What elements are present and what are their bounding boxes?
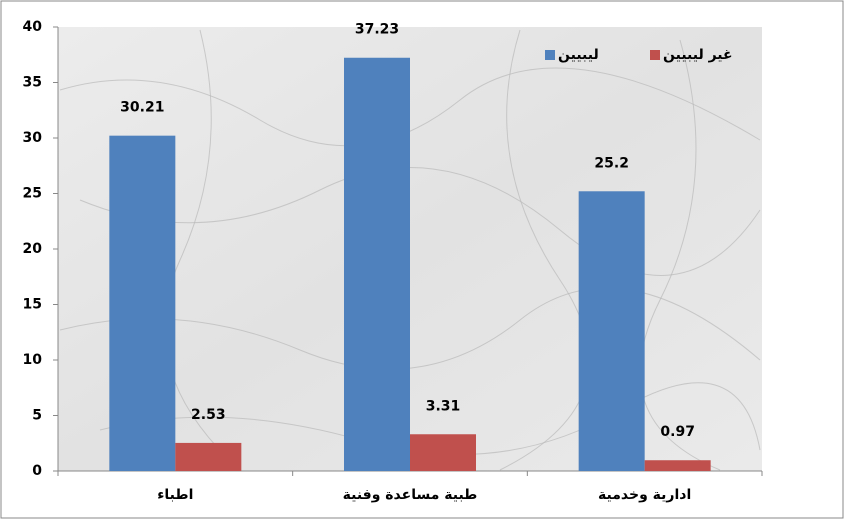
y-tick-label: 10 — [23, 352, 43, 368]
y-tick-label: 40 — [23, 19, 43, 35]
y-tick-label: 20 — [23, 241, 43, 257]
bar — [175, 442, 242, 471]
value-label: 37.23 — [355, 22, 399, 38]
legend-label: ليبيين — [558, 47, 599, 63]
x-tick-label: طبية مساعدة وفنية — [343, 487, 478, 503]
bar — [410, 434, 476, 471]
legend-swatch — [650, 50, 660, 60]
value-label: 3.31 — [426, 398, 461, 414]
y-tick-label: 35 — [23, 75, 42, 91]
value-label: 0.97 — [660, 424, 695, 440]
value-label: 2.53 — [191, 407, 226, 423]
value-label: 30.21 — [120, 100, 164, 116]
x-tick-label: ادارية وخدمية — [598, 487, 691, 503]
legend-swatch — [545, 50, 555, 60]
bar — [644, 460, 711, 471]
y-tick-label: 5 — [32, 408, 42, 424]
y-tick-label: 30 — [23, 130, 43, 146]
x-tick-label: اطباء — [157, 487, 193, 503]
legend-label: غير ليبيين — [663, 47, 733, 63]
bar — [344, 57, 410, 471]
bar — [109, 135, 176, 471]
value-label: 25.2 — [594, 155, 629, 171]
bar — [578, 191, 645, 471]
y-tick-label: 25 — [23, 186, 42, 202]
y-tick-label: 15 — [23, 297, 42, 313]
y-tick-label: 0 — [32, 463, 42, 479]
